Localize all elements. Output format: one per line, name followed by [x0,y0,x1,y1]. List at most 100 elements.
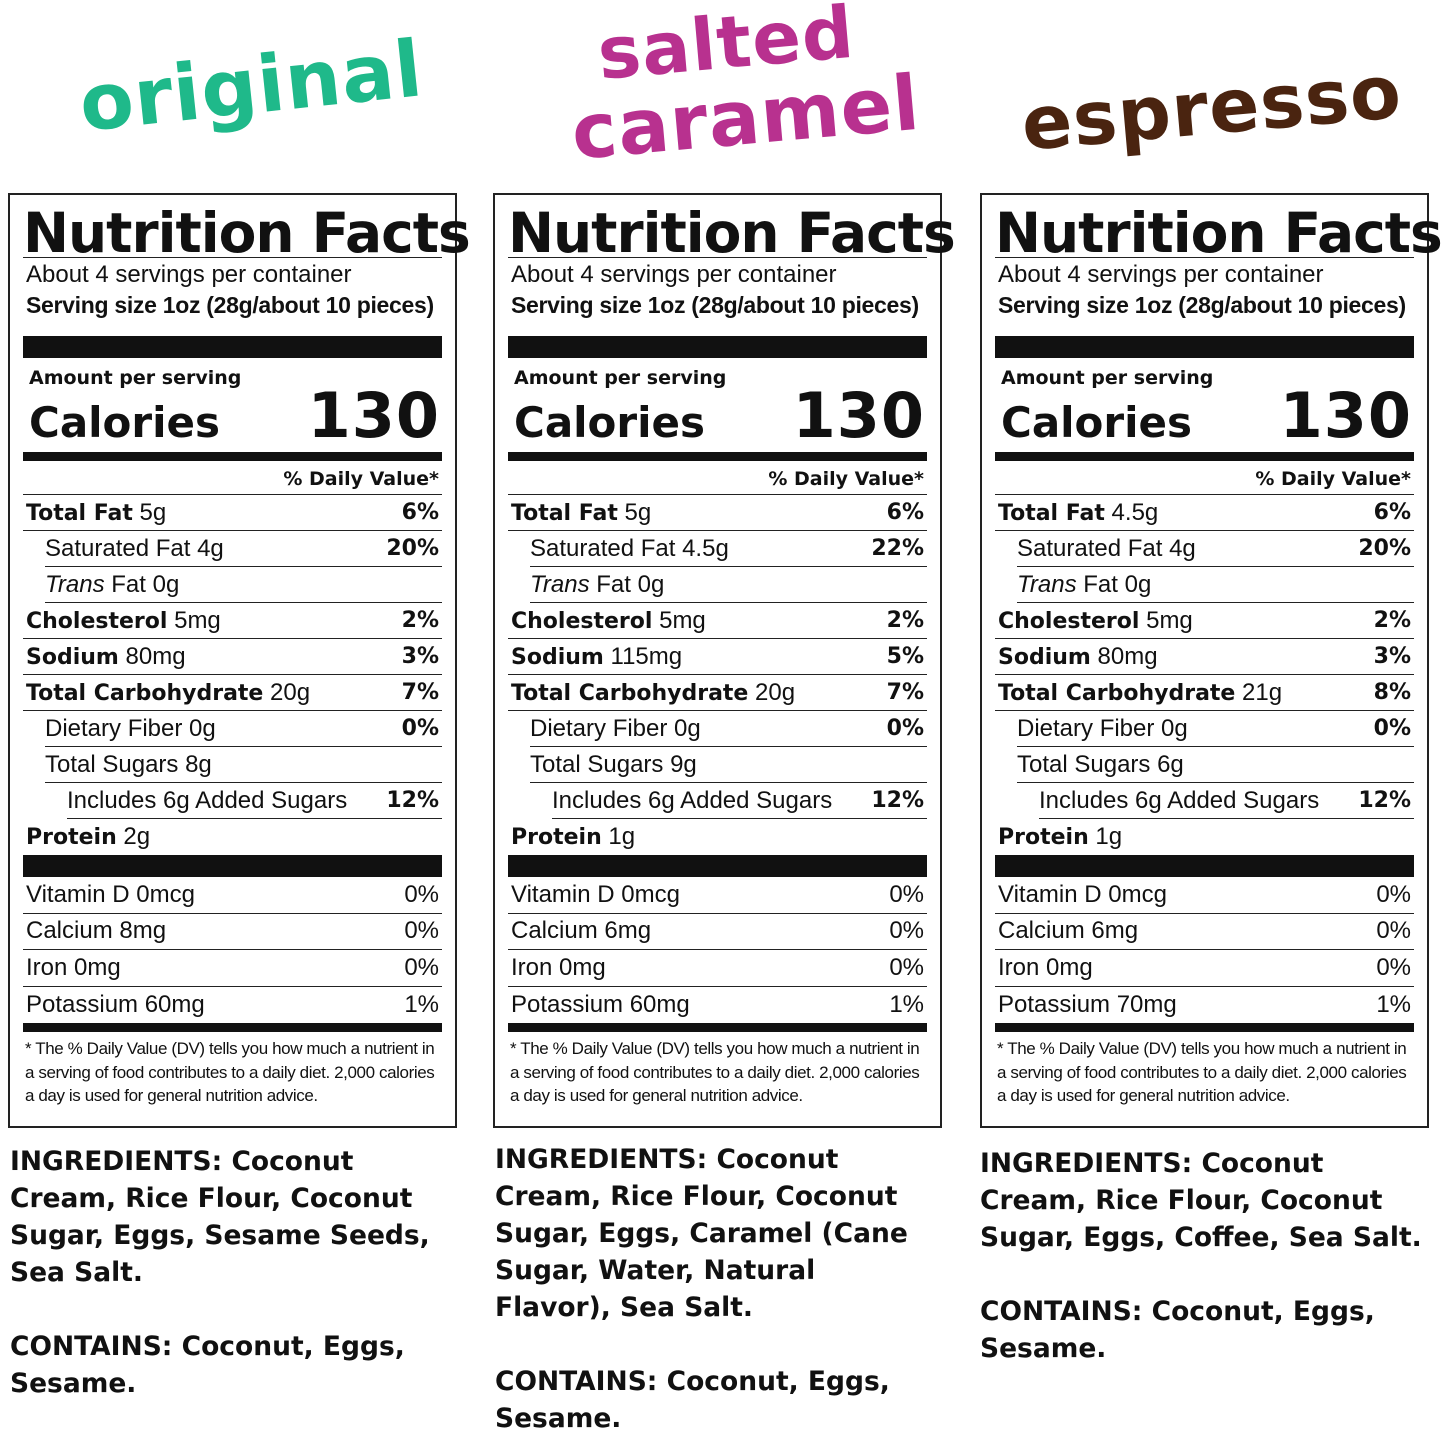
vitamin-name: Potassium 70mg [998,990,1177,1018]
vitamin-percent: 0% [404,953,439,981]
nutrient-row: Total Carbohydrate 20g 7% [23,675,442,711]
vitamin-percent: 0% [1376,917,1411,945]
divider-medium [995,1023,1414,1032]
nutrient-amount: 80mg [1097,642,1158,670]
divider-thick [508,855,927,877]
nutrient-label: Sodium [998,644,1091,670]
nutrient-row: Includes 6g Added Sugars 12% [552,783,927,819]
nutrient-percent: 6% [886,500,924,525]
vitamin-row: Vitamin D 0mcg 0% [995,877,1414,914]
nutrient-percent: 12% [871,788,924,813]
nutrient-row: Dietary Fiber 0g 0% [1017,711,1414,747]
nutrient-row: Trans Fat 0g [45,567,442,603]
vitamin-name: Calcium 6mg [998,917,1139,945]
nutrient-percent: 0% [401,716,439,741]
nutrient-label: Total Carbohydrate [26,680,264,706]
nutrient-label: Saturated Fat 4g [1017,534,1196,562]
nutrient-percent: 8% [1373,680,1411,705]
ingredients-text: INGREDIENTS: Coconut Cream, Rice Flour, … [980,1145,1430,1256]
nutrient-label: Cholesterol [26,608,168,634]
vitamin-percent: 1% [404,990,439,1018]
divider-medium [508,452,927,461]
ingredients-block-original: INGREDIENTS: Coconut Cream, Rice Flour, … [10,1143,450,1402]
nutrient-row: Trans Fat 0g [530,567,927,603]
divider-thick [23,855,442,877]
divider-thick [995,336,1414,358]
nutrient-name: Includes 6g Added Sugars [67,787,347,815]
nutrient-amount: 5g [139,498,167,526]
ingredients-block-espresso: INGREDIENTS: Coconut Cream, Rice Flour, … [980,1145,1430,1367]
calories-row: Calories 130 [995,384,1414,448]
nutrient-name: Total Sugars 6g [1017,751,1184,779]
vitamin-name: Iron 0mg [26,953,121,981]
nutrient-percent: 12% [386,788,439,813]
nutrition-facts-title: Nutrition Facts [508,197,956,265]
nutrient-name: Cholesterol 5mg [23,607,221,635]
vitamin-percent: 0% [889,880,924,908]
daily-value-footnote: * The % Daily Value (DV) tells you how m… [510,1039,920,1105]
divider-medium [995,452,1414,461]
vitamin-row: Calcium 8mg 0% [23,914,442,950]
vitamin-name: Vitamin D 0mcg [998,880,1167,908]
nutrient-row: Dietary Fiber 0g 0% [45,711,442,747]
ingredients-text: INGREDIENTS: Coconut Cream, Rice Flour, … [10,1143,450,1291]
flavor-title-original: original [75,24,428,150]
nutrient-amount: 1g [608,823,636,850]
vitamin-name: Potassium 60mg [26,990,205,1018]
nutrient-percent: 3% [401,644,439,669]
daily-value-footnote: * The % Daily Value (DV) tells you how m… [997,1039,1407,1105]
nutrient-label: Cholesterol [998,608,1140,634]
nutrient-amount: 2g [123,823,151,850]
nutrient-label: Protein [998,825,1089,850]
nutrient-percent: 3% [1373,644,1411,669]
nutrient-label: Fat 0g [1083,570,1152,598]
ingredients-list: Coconut Cream, Rice Flour, Coconut Sugar… [495,1144,908,1323]
nutrient-name: Total Fat 4.5g [995,499,1158,527]
calories-label: Calories [1001,398,1193,447]
nutrient-label: Total Fat [26,500,133,526]
nutrient-label: Includes 6g Added Sugars [1039,786,1320,814]
calories-value: 130 [792,379,925,452]
nutrient-row: Total Carbohydrate 21g 8% [995,675,1414,711]
ingredients-label: INGREDIENTS: [495,1144,708,1175]
nutrient-name: Total Carbohydrate 21g [995,679,1282,707]
nutrient-label: Dietary Fiber 0g [1017,714,1188,742]
servings-per-container: About 4 servings per container [998,261,1324,288]
nutrient-percent: 0% [886,716,924,741]
divider-medium [508,1023,927,1032]
nutrient-amount: 21g [1242,678,1283,706]
ingredients-list: Coconut Cream, Rice Flour, Coconut Sugar… [10,1146,430,1288]
nutrient-row: Saturated Fat 4.5g 22% [530,531,927,567]
contains-text: CONTAINS: Coconut, Eggs, Sesame. [495,1363,935,1437]
calories-value: 130 [307,379,440,452]
contains-label: CONTAINS: [10,1331,173,1362]
contains-list: Coconut, Eggs, Sesame. [10,1331,405,1399]
calories-label: Calories [514,398,706,447]
daily-value-header: % Daily Value* [23,461,442,495]
nutrient-label: Saturated Fat 4.5g [530,534,729,562]
vitamin-percent: 0% [404,917,439,945]
daily-value-footnote: * The % Daily Value (DV) tells you how m… [25,1039,435,1105]
nutrient-amount: 20g [270,678,311,706]
nutrient-amount: 5g [624,498,652,526]
nutrient-italic: Trans [530,570,590,598]
nutrient-label: Fat 0g [596,570,665,598]
nutrient-row: Total Fat 4.5g 6% [995,495,1414,531]
calories-label: Calories [29,398,221,447]
nutrient-amount: 4.5g [1111,498,1159,526]
vitamin-percent: 0% [1376,880,1411,908]
divider-medium [23,452,442,461]
flavor-title-espresso: espresso [1018,48,1406,168]
nutrient-label: Total Carbohydrate [998,680,1236,706]
nutrient-row: Saturated Fat 4g 20% [1017,531,1414,567]
vitamin-row: Iron 0mg 0% [23,950,442,987]
vitamin-name: Calcium 8mg [26,917,167,945]
vitamin-name: Vitamin D 0mcg [511,880,680,908]
vitamin-name: Calcium 6mg [511,917,652,945]
vitamin-percent: 0% [889,953,924,981]
nutrient-label: Sodium [511,644,604,670]
nutrient-name: Total Sugars 9g [530,751,697,779]
nutrient-name: Trans Fat 0g [1017,571,1151,599]
vitamin-percent: 1% [889,990,924,1018]
servings-per-container: About 4 servings per container [26,261,352,288]
